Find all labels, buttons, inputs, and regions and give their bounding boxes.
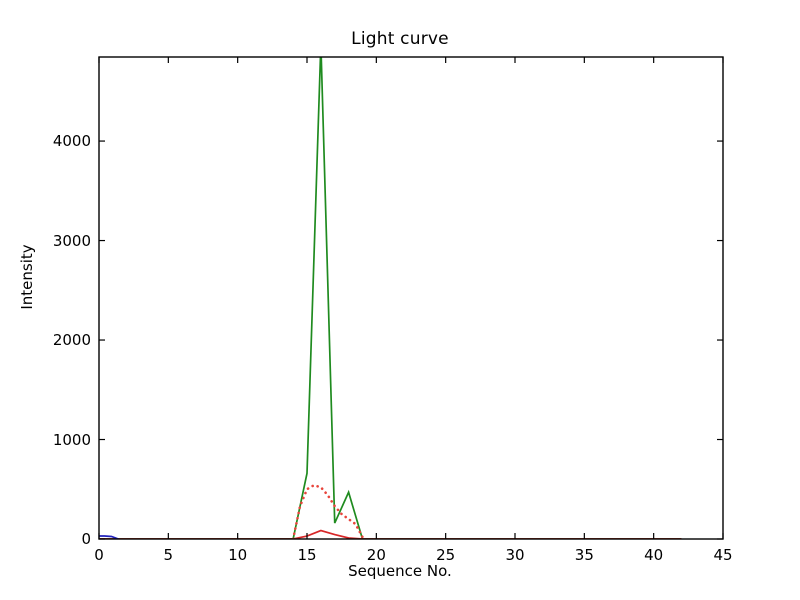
x-tick-label: 10 bbox=[228, 546, 248, 564]
x-tick-label: 35 bbox=[574, 546, 594, 564]
x-tick-label: 0 bbox=[94, 546, 104, 564]
series-layer bbox=[99, 57, 682, 539]
x-tick-label: 20 bbox=[366, 546, 386, 564]
y-tick-label: 0 bbox=[81, 530, 91, 548]
x-tick-label: 30 bbox=[505, 546, 525, 564]
page-title: Light curve bbox=[351, 29, 449, 49]
plot-background bbox=[99, 57, 723, 539]
y-tick-label: 3000 bbox=[52, 231, 91, 250]
y-axis-label: Intensity bbox=[18, 244, 36, 310]
y-tick-label: 4000 bbox=[52, 132, 91, 151]
plot-frame bbox=[98, 56, 724, 540]
x-tick-label: 45 bbox=[713, 546, 733, 564]
x-tick-label: 5 bbox=[163, 546, 174, 564]
x-axis-label: Sequence No. bbox=[348, 562, 452, 580]
y-tick-label: 1000 bbox=[52, 430, 91, 449]
series-red-dotted bbox=[291, 483, 364, 539]
x-tick-label: 25 bbox=[436, 546, 456, 564]
x-tick-label: 15 bbox=[297, 546, 317, 564]
series-blue-solid bbox=[99, 535, 119, 539]
y-tick-label: 2000 bbox=[52, 331, 91, 350]
x-tick-label: 40 bbox=[644, 546, 664, 564]
